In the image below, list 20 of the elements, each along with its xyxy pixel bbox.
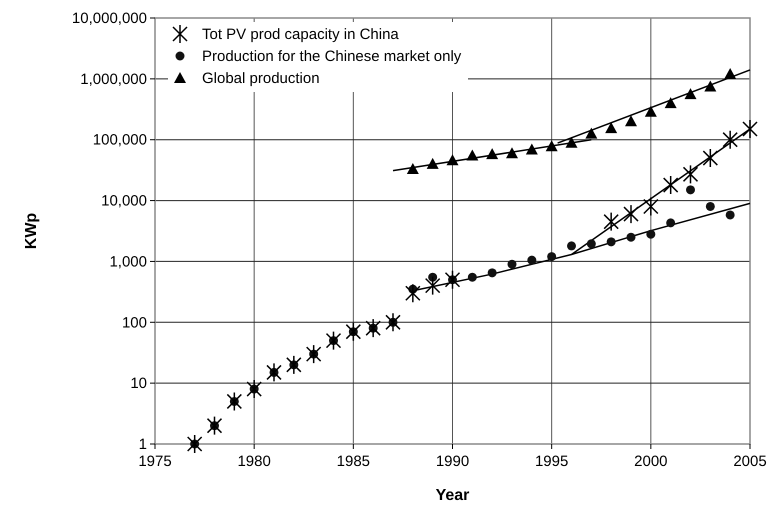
legend-label: Global production <box>202 70 320 87</box>
y-tick-label: 100 <box>122 314 147 332</box>
y-axis-title: KWp <box>23 212 40 250</box>
x-tick-label: 1980 <box>237 453 271 470</box>
legend-label: Tot PV prod capacity in China <box>202 26 400 43</box>
y-tick-label: 1 <box>138 436 147 453</box>
y-tick-label: 10,000,000 <box>72 10 147 27</box>
x-tick-label: 1990 <box>436 453 470 470</box>
y-tick-label: 1,000 <box>109 253 147 270</box>
x-tick-label: 2005 <box>733 453 767 470</box>
y-tick-label: 100,000 <box>92 132 147 149</box>
y-tick-label: 1,000,000 <box>80 70 147 88</box>
x-tick-label: 1985 <box>336 453 370 470</box>
x-tick-label: 2000 <box>634 453 668 470</box>
y-tick-label: 10,000 <box>101 192 147 210</box>
x-tick-label: 1975 <box>138 453 172 470</box>
x-tick-label: 1995 <box>534 453 568 470</box>
x-axis-title: Year <box>436 487 470 504</box>
legend-label: Production for the Chinese market only <box>202 48 462 65</box>
y-tick-label: 10 <box>130 375 147 392</box>
